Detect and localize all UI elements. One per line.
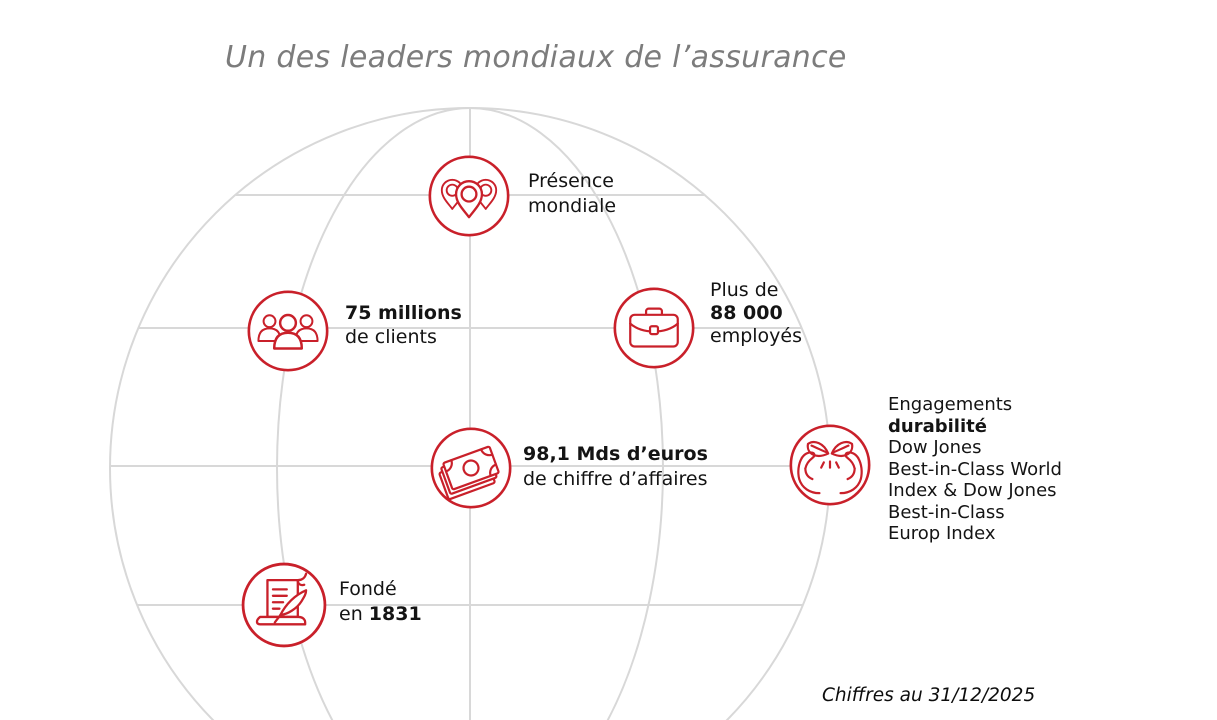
stat-label: 98,1 Mds d’euros de chiffre d’affaires bbox=[523, 443, 708, 490]
globe-meridian-ellipse bbox=[276, 107, 664, 720]
stat-label: Engagements durabilité Dow Jones Best-in-Cl… bbox=[888, 394, 1062, 544]
stat-label: Plus de 88 000 employés bbox=[710, 279, 802, 347]
briefcase-icon bbox=[613, 287, 695, 369]
stat-label: Fondé en 1831 bbox=[339, 578, 422, 625]
stat-presence: Présence mondiale bbox=[528, 169, 616, 219]
people-group-icon bbox=[247, 290, 329, 372]
page-title: Un des leaders mondiaux de l’assurance bbox=[225, 40, 847, 75]
scroll-quill-icon bbox=[241, 562, 327, 648]
map-pins-icon bbox=[428, 155, 510, 237]
hands-leaves-icon bbox=[789, 424, 871, 506]
stat-clients: 75 millions de clients bbox=[345, 301, 462, 349]
banknotes-icon bbox=[430, 427, 512, 509]
stat-label: 75 millions de clients bbox=[345, 302, 462, 348]
stat-label: Présence mondiale bbox=[528, 170, 617, 217]
stat-founded: Fondé en 1831 bbox=[339, 577, 422, 627]
stat-employees: Plus de 88 000 employés bbox=[710, 279, 802, 348]
footnote-text: Chiffres au 31/12/2025 bbox=[822, 685, 1036, 706]
stat-sustainability: Engagements durabilité Dow Jones Best-in-Cl… bbox=[888, 394, 1062, 545]
stat-revenue: 98,1 Mds d’euros de chiffre d’affaires bbox=[523, 442, 708, 492]
